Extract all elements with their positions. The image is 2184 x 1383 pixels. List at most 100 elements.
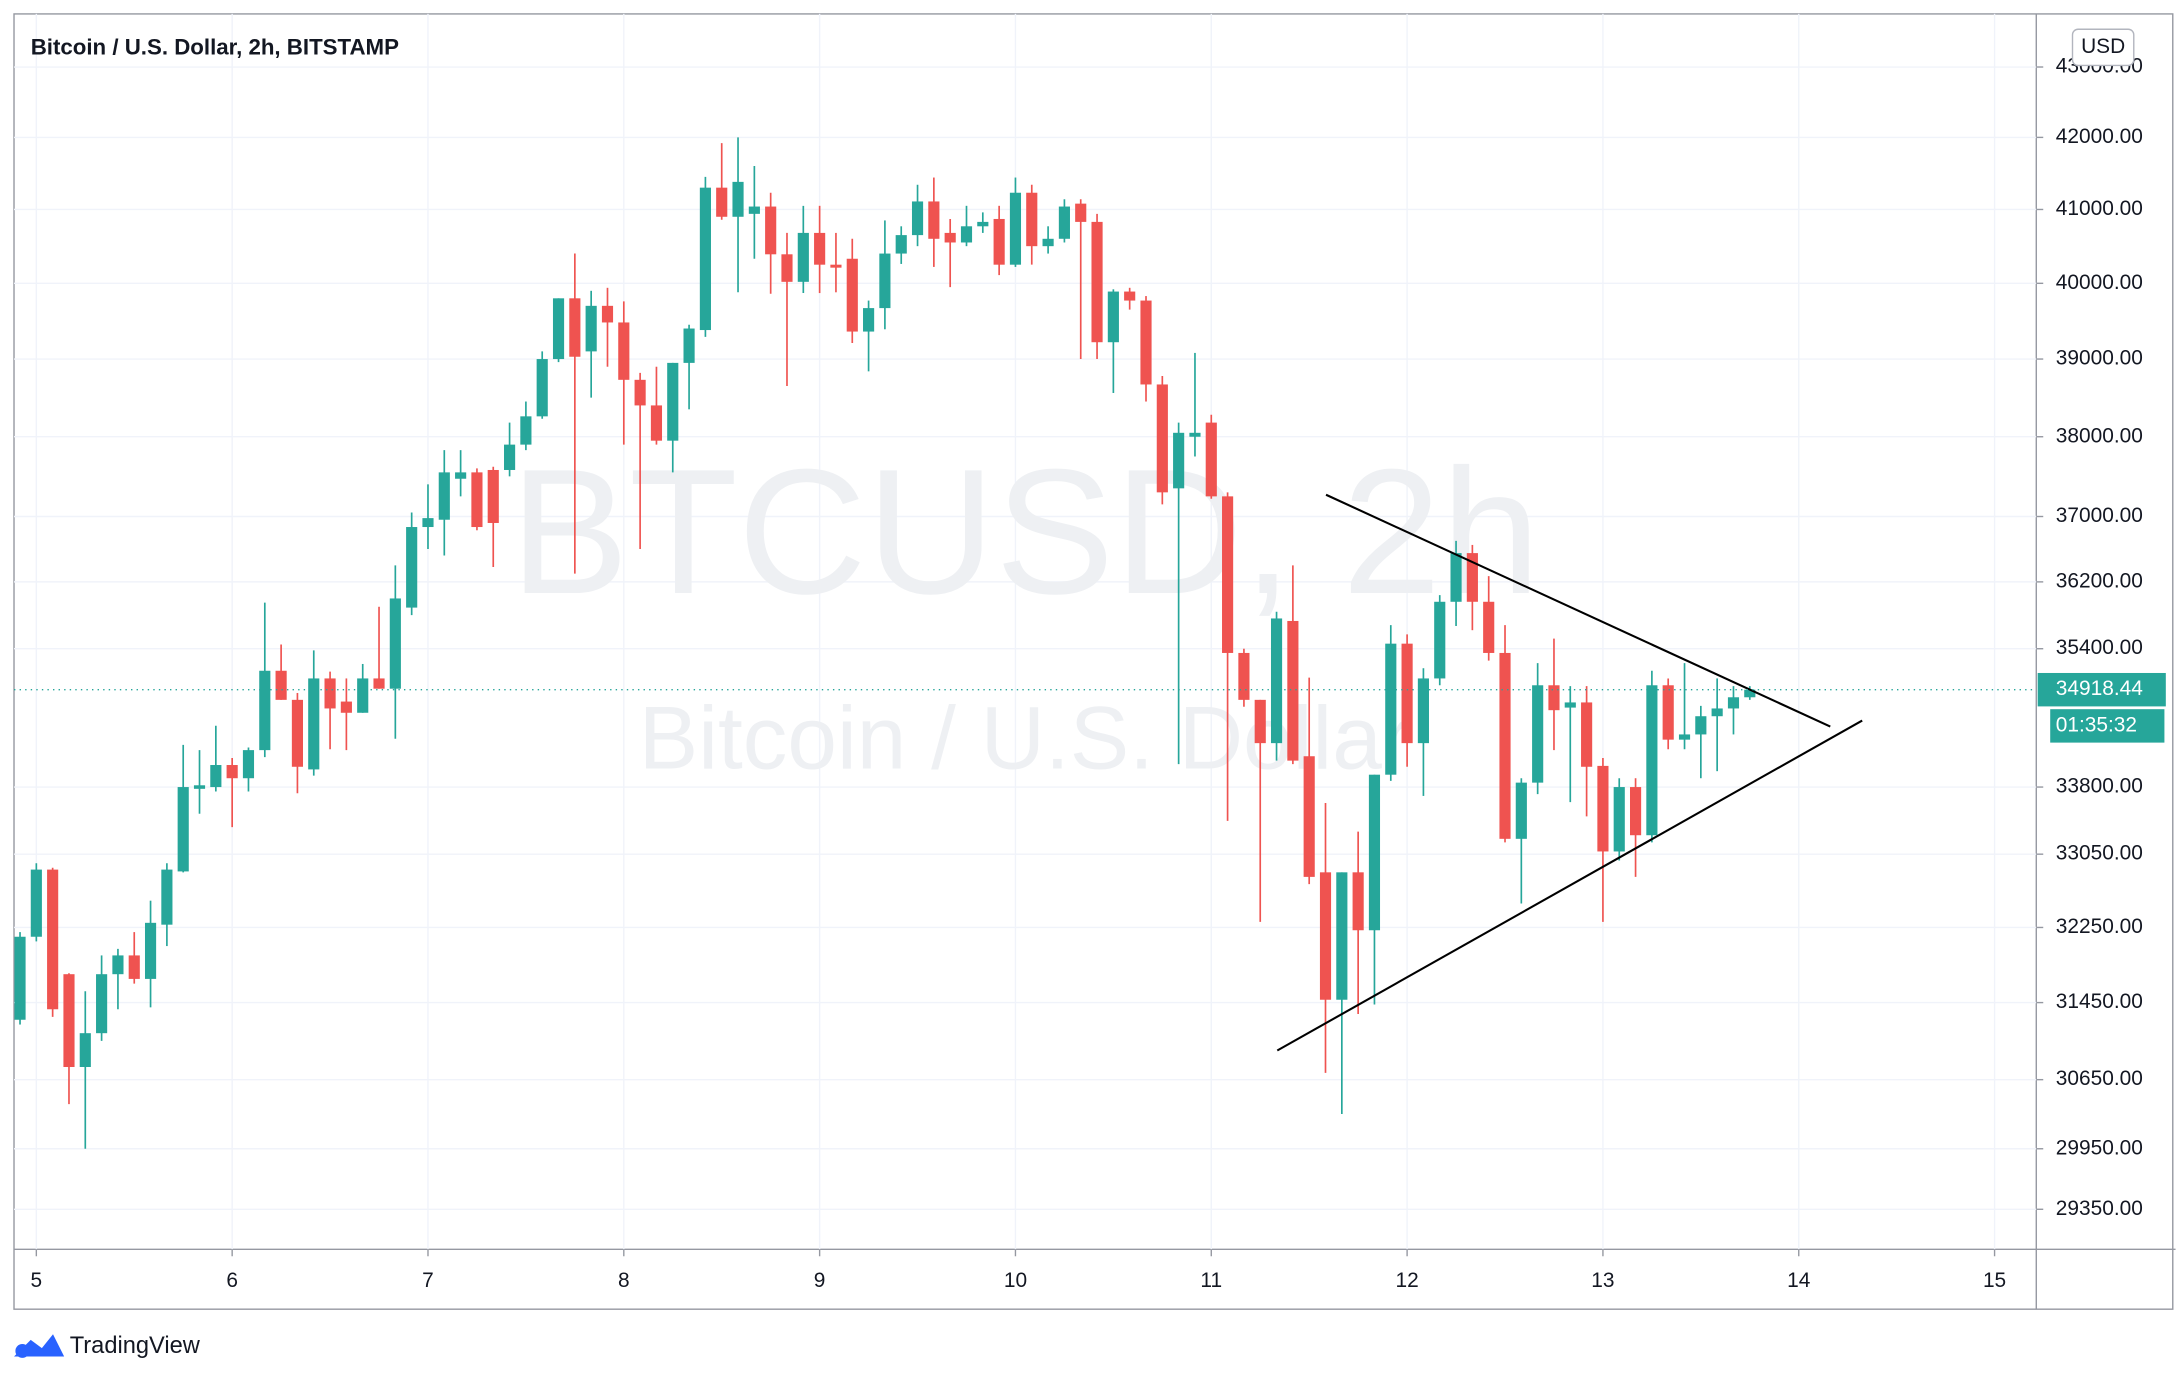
trendline: [1276, 719, 1863, 1052]
candle-body: [193, 785, 206, 789]
candle-body: [1466, 553, 1478, 602]
candle-body: [1091, 221, 1103, 343]
candles: [14, 137, 1756, 1149]
candle-body: [520, 416, 532, 445]
chart-frame: [13, 13, 2174, 1310]
candle-body: [471, 472, 483, 528]
last-price-label: 34918.44: [2056, 677, 2143, 700]
candle-body: [911, 201, 924, 236]
y-tick-label: 35400.00: [2056, 636, 2143, 659]
candle-body: [1662, 685, 1674, 740]
y-tick-label: 41000.00: [2056, 197, 2143, 220]
countdown-label: 01:35:32: [2056, 713, 2137, 736]
candle-body: [977, 221, 989, 227]
x-tick-label: 10: [1004, 1269, 1027, 1292]
y-tick-label: 37000.00: [2056, 504, 2143, 527]
candle-body: [536, 359, 548, 417]
candle-body: [389, 598, 401, 689]
candle-body: [1009, 192, 1022, 265]
candle-body: [1450, 553, 1462, 602]
candle-body: [699, 187, 711, 331]
y-tick-label: 29350.00: [2056, 1197, 2143, 1220]
candle-body: [226, 765, 238, 779]
candle-body: [1581, 702, 1593, 767]
candle-body: [797, 232, 809, 282]
candle-body: [275, 670, 287, 700]
candle-body: [1744, 689, 1756, 698]
x-tick-label: 13: [1591, 1269, 1614, 1292]
candle-body: [944, 232, 956, 243]
candle-body: [765, 206, 777, 255]
candle-body: [1205, 422, 1217, 497]
candle-body: [650, 405, 663, 441]
candle-body: [1222, 496, 1234, 653]
y-tick-label: 32250.00: [2056, 915, 2143, 938]
overlay: 34918.44 01:35:32: [14, 493, 2166, 1052]
candle-body: [324, 678, 336, 709]
candle-body: [1417, 678, 1429, 744]
candle-body: [1711, 708, 1723, 717]
candle-body: [1287, 620, 1299, 761]
candle-body: [1695, 716, 1707, 735]
candle-body: [357, 678, 369, 713]
candle-body: [259, 670, 271, 751]
x-tick-label: 12: [1395, 1269, 1418, 1292]
y-tick-label: 39000.00: [2056, 347, 2143, 370]
candle-body: [1385, 643, 1397, 775]
candle-body: [30, 869, 42, 937]
candle-body: [846, 258, 858, 332]
candle-body: [128, 955, 140, 979]
candle-body: [1319, 872, 1332, 1000]
x-tick-label: 8: [618, 1269, 630, 1292]
brand-logo: [14, 1334, 65, 1358]
candle-body: [601, 305, 614, 323]
countdown-box: [2050, 709, 2165, 743]
candle-body: [1727, 697, 1740, 709]
candle-body: [210, 765, 222, 788]
candle-body: [1124, 291, 1136, 301]
candle-body: [1613, 787, 1625, 852]
candle-body: [1564, 702, 1576, 708]
candle-body: [993, 218, 1005, 265]
trendline: [1325, 493, 1831, 728]
candle-body: [1515, 782, 1527, 839]
candle-body: [291, 699, 303, 767]
candle-body: [96, 974, 108, 1034]
candle-body: [1270, 618, 1283, 744]
candle-body: [144, 922, 157, 979]
y-tick-label: 42000.00: [2056, 125, 2143, 148]
grid: 29350.00 29950.00 30650.00 31450.00 32250.00…: [14, 13, 2143, 1292]
currency-box[interactable]: [2071, 28, 2135, 67]
y-tick-label: 29950.00: [2056, 1136, 2143, 1159]
candle-body: [1107, 291, 1119, 343]
candle-body: [732, 181, 744, 217]
candle-body: [895, 235, 907, 254]
candle-body: [1368, 774, 1381, 931]
currency-label[interactable]: USD: [2081, 35, 2125, 58]
candle-body: [814, 232, 826, 265]
candle-body: [1140, 300, 1152, 385]
candle-body: [308, 678, 320, 770]
candle-body: [830, 264, 842, 268]
x-tick-label: 7: [422, 1269, 434, 1292]
candle-body: [1678, 734, 1691, 740]
brand-icon-dot: [15, 1344, 30, 1358]
candle-body: [683, 328, 695, 363]
candle-body: [14, 936, 26, 1020]
candle-body: [1499, 652, 1511, 839]
candle-body: [552, 298, 565, 360]
candle-body: [1548, 685, 1560, 711]
x-tick-label: 15: [1983, 1269, 2006, 1292]
candle-body: [340, 701, 352, 713]
candle-body: [716, 187, 728, 217]
candle-body: [1352, 872, 1364, 931]
candle-body: [422, 518, 434, 528]
candle-body: [879, 253, 891, 309]
candle-body: [569, 298, 581, 357]
candle-body: [1075, 203, 1087, 222]
y-tick-label: 30650.00: [2056, 1067, 2143, 1090]
candle-body: [1189, 432, 1201, 437]
candle-body: [634, 379, 646, 406]
